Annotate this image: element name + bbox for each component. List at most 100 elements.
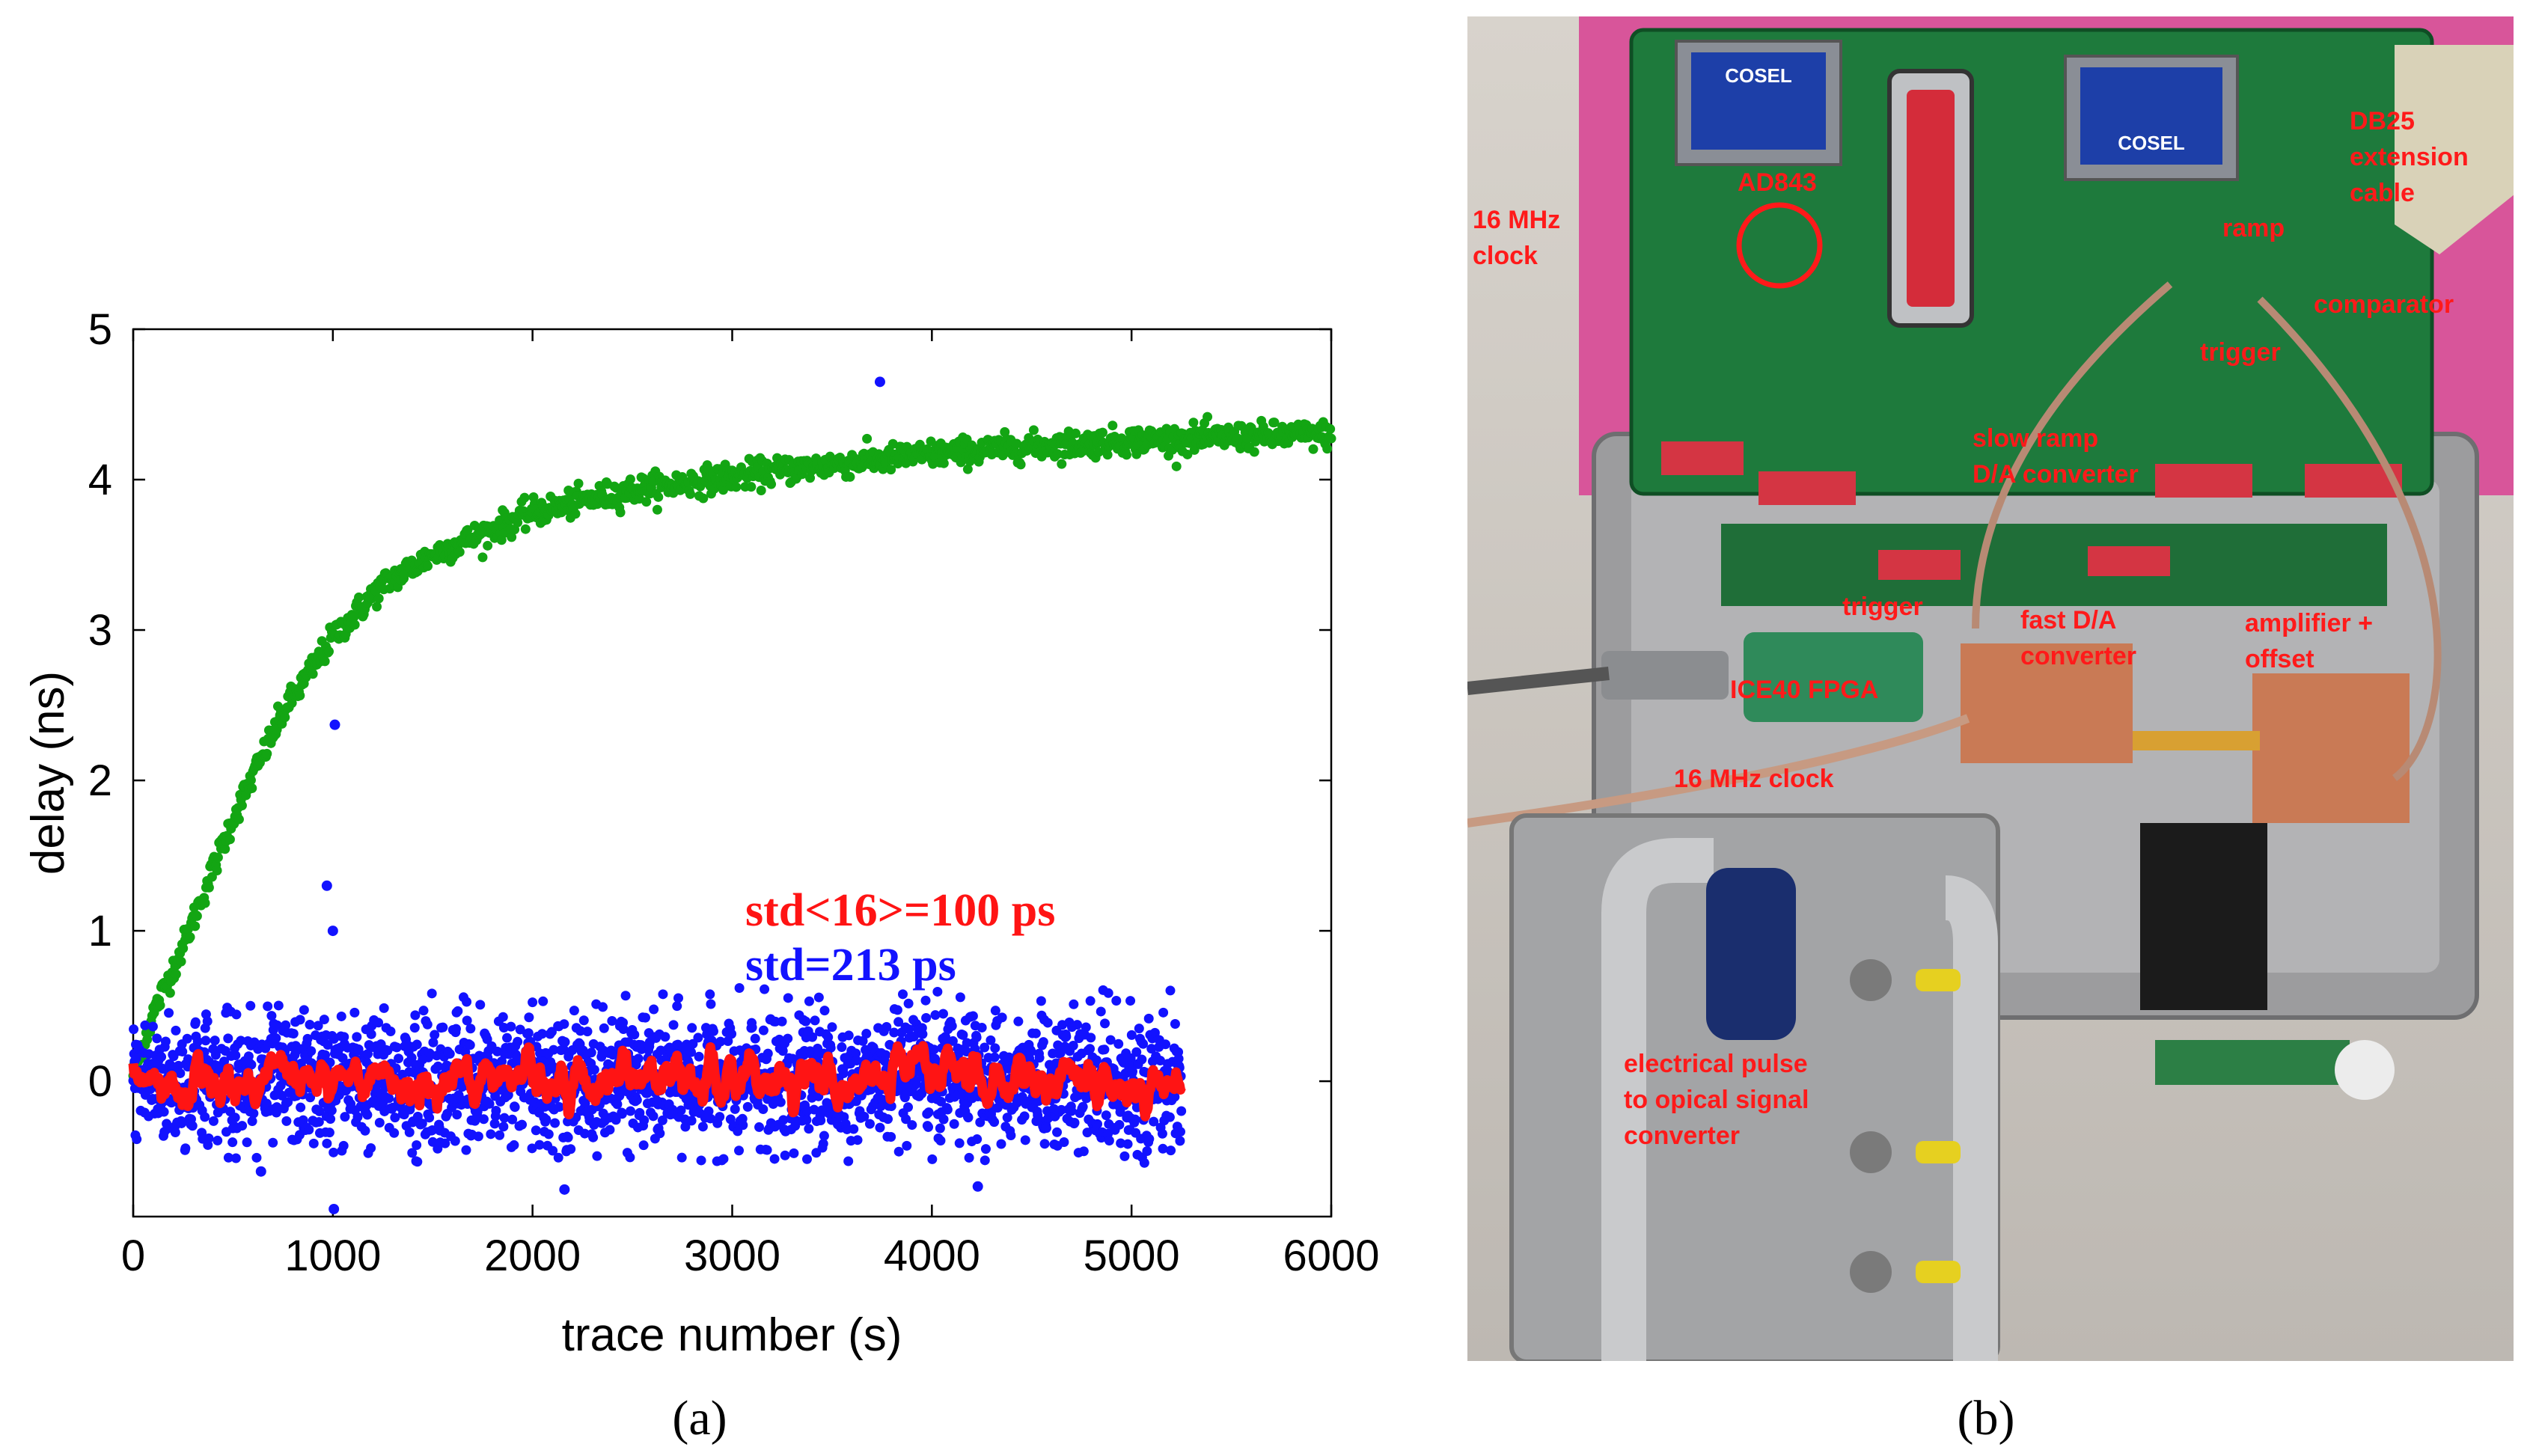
blue-point	[360, 1125, 370, 1136]
blue-point	[336, 1011, 346, 1021]
blue-point	[648, 1111, 659, 1122]
blue-point	[1019, 1111, 1030, 1122]
blue-point	[975, 1117, 986, 1128]
blue-point	[550, 1118, 560, 1128]
label-pulse-3: converter	[1624, 1122, 1740, 1150]
blue-point	[503, 1089, 513, 1100]
green-point	[1322, 444, 1333, 454]
green-point	[233, 814, 244, 825]
blue-outlier	[329, 719, 340, 730]
blue-point	[531, 1125, 541, 1136]
blue-point	[758, 1025, 769, 1036]
blue-point	[626, 1106, 636, 1116]
green-point	[155, 1000, 165, 1011]
green-point	[496, 535, 507, 545]
blue-point	[1041, 1123, 1051, 1134]
blue-point	[1036, 996, 1046, 1006]
blue-point	[649, 1004, 659, 1015]
blue-point	[942, 1104, 953, 1115]
blue-point	[843, 1030, 854, 1041]
blue-point	[406, 1053, 417, 1063]
blue-point	[1096, 1006, 1106, 1017]
blue-point	[388, 1102, 398, 1113]
blue-point	[893, 1146, 904, 1157]
blue-point	[326, 1105, 337, 1116]
blue-point	[164, 1008, 174, 1018]
blue-point	[484, 1098, 495, 1109]
x-tick-label: 0	[121, 1232, 145, 1280]
green-point	[1308, 444, 1319, 454]
green-point	[1182, 449, 1193, 459]
blue-point	[586, 1047, 596, 1058]
blue-point	[389, 1128, 400, 1138]
blue-outlier	[874, 376, 885, 388]
blue-point	[901, 1114, 911, 1125]
blue-point	[930, 1010, 941, 1021]
blue-point	[971, 1033, 982, 1043]
blue-point	[305, 1092, 316, 1103]
blue-point	[462, 997, 472, 1007]
label-db25-1: DB25	[2350, 107, 2415, 135]
label-slow-ramp-2: D/A converter	[1973, 460, 2139, 489]
blue-point	[804, 996, 814, 1006]
blue-point	[883, 1114, 893, 1125]
y-tick-label: 2	[88, 756, 112, 805]
blue-point	[658, 989, 668, 1000]
green-point	[462, 524, 473, 535]
blue-point	[1139, 1157, 1149, 1168]
blue-point	[696, 1155, 706, 1166]
green-point	[176, 956, 186, 967]
blue-point	[1056, 1104, 1066, 1115]
blue-point	[129, 1024, 139, 1035]
blue-point	[742, 1101, 753, 1112]
blue-point	[1038, 1037, 1048, 1047]
blue-point	[897, 989, 908, 1000]
blue-point	[502, 1033, 513, 1043]
blue-point	[352, 1032, 362, 1042]
blue-point	[977, 1022, 987, 1033]
blue-point	[1081, 1022, 1091, 1033]
blue-point	[362, 1049, 373, 1059]
blue-point	[242, 1137, 252, 1148]
blue-point	[537, 1029, 548, 1039]
blue-point	[1165, 985, 1176, 996]
blue-point	[990, 1043, 1000, 1053]
blue-point	[777, 1046, 788, 1056]
green-point	[1116, 433, 1127, 444]
blue-point	[162, 1124, 173, 1134]
blue-point	[640, 1012, 650, 1023]
blue-point	[1144, 1134, 1155, 1144]
blue-point	[1164, 1112, 1175, 1122]
blue-point	[706, 999, 716, 1009]
blue-point	[338, 1140, 349, 1151]
green-point	[204, 882, 214, 893]
green-point	[185, 932, 195, 942]
blue-point	[1069, 1117, 1080, 1128]
green-point	[220, 844, 230, 854]
blue-point	[428, 1037, 439, 1047]
green-point	[698, 493, 709, 504]
green-point	[142, 1034, 153, 1044]
green-point	[354, 592, 364, 602]
blue-point	[204, 1133, 214, 1143]
blue-point	[1086, 1033, 1096, 1043]
blue-point	[938, 1009, 948, 1019]
blue-point	[543, 1129, 554, 1140]
legend-blue: std=213 ps	[745, 940, 956, 991]
x-axis-label: trace number (s)	[562, 1309, 902, 1361]
blue-point	[676, 1152, 687, 1163]
blue-point	[302, 1033, 313, 1044]
blue-point	[407, 1148, 418, 1158]
blue-point	[980, 1144, 991, 1154]
blue-point	[693, 1033, 703, 1043]
blue-point	[261, 1098, 272, 1109]
blue-point	[734, 1145, 745, 1156]
blue-point	[1093, 1119, 1103, 1129]
blue-point	[482, 1034, 492, 1044]
blue-point	[672, 1001, 682, 1012]
blue-point	[491, 1105, 501, 1116]
blue-point	[524, 1012, 534, 1023]
blue-point	[750, 1033, 760, 1044]
blue-point	[902, 1140, 912, 1151]
ribbon-connector-2	[1759, 471, 1856, 505]
